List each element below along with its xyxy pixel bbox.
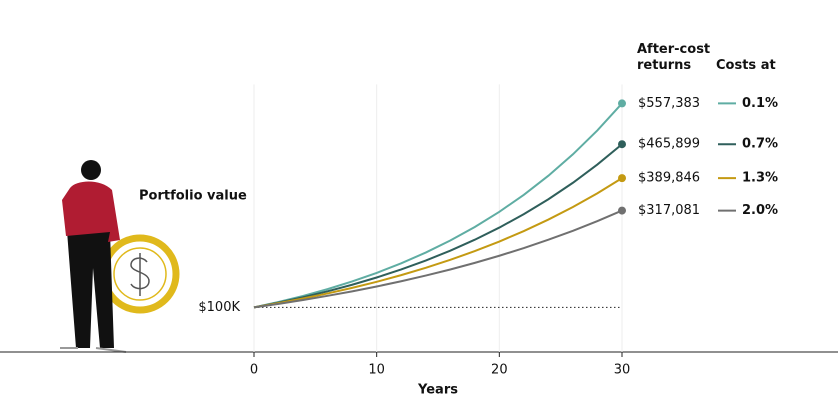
x-tick-label: 10 [368,363,385,378]
person-head [81,160,101,180]
x-tick-label: 0 [250,363,258,378]
illustration [60,160,180,353]
end-point [618,174,626,183]
y-axis-label: Portfolio value [139,189,247,204]
x-axis-label: Years [417,383,458,398]
y-tick-label: $100K [198,300,240,315]
coin-inner [113,247,167,301]
series-line [253,143,623,309]
x-tick-label: 20 [491,363,508,378]
legend-label: 0.1% [742,96,778,111]
end-point [618,140,626,149]
series-line [253,177,623,309]
legend-label: 0.7% [742,137,778,152]
person-shoes [60,347,127,353]
value-header: After-cost returns [637,42,711,73]
dollar-icon [130,253,150,296]
person-legs [66,218,114,348]
end-point [618,206,626,215]
x-tick-label: 30 [614,363,631,378]
end-point [618,99,626,108]
end-value-label: $317,081 [638,203,700,218]
series-line [253,102,623,309]
end-value-label: $557,383 [638,96,700,111]
person-torso [62,181,120,242]
legend-label: 2.0% [742,203,778,218]
end-value-label: $389,846 [638,171,700,186]
series-line [253,209,623,309]
legend-label: 1.3% [742,171,778,186]
legend-title: Costs at [716,58,776,73]
end-value-label: $465,899 [638,137,700,152]
